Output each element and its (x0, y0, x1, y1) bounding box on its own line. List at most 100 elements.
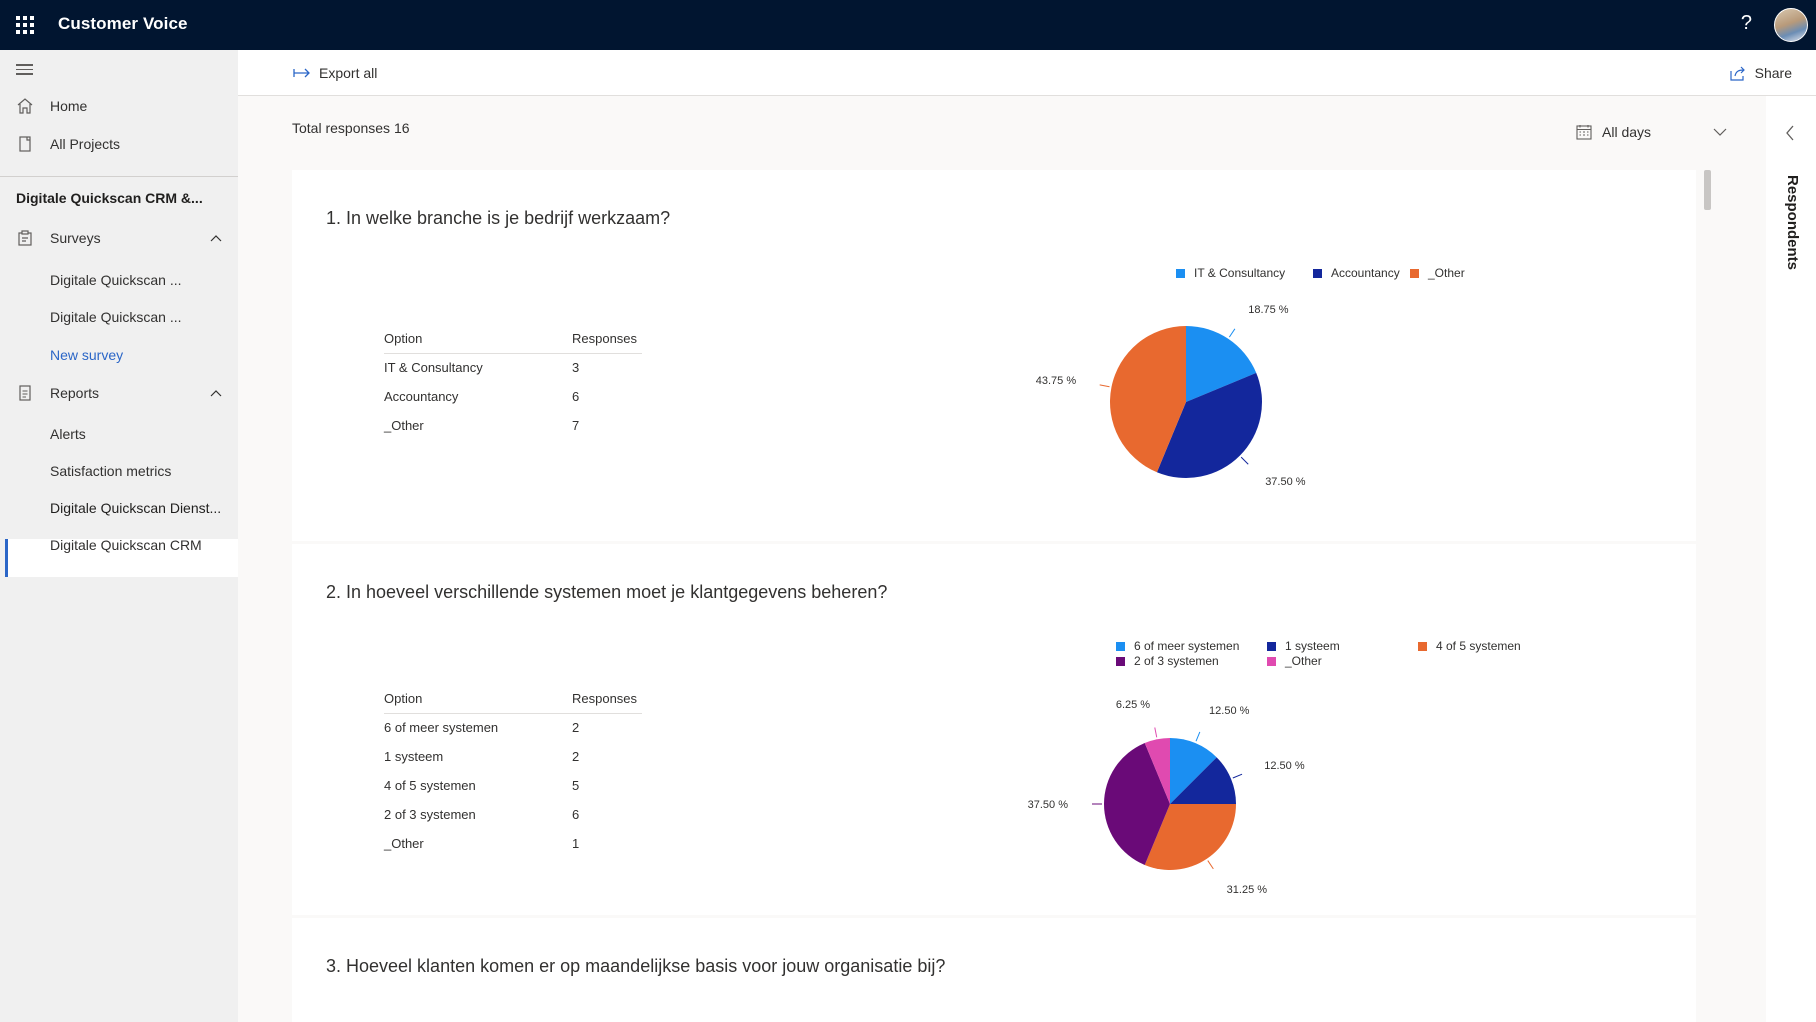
pie-data-label: 12.50 % (1264, 760, 1305, 772)
option-cell: IT & Consultancy (384, 360, 483, 376)
respondents-tab[interactable]: Respondents (1784, 175, 1801, 271)
legend-item[interactable]: IT & Consultancy (1176, 266, 1285, 280)
sidebar-item-report-crm[interactable]: Digitale Quickscan CRM (50, 537, 202, 553)
chart-legend: 6 of meer systemen 1 systeem 4 of 5 syst… (1116, 639, 1576, 675)
pie-data-label: 37.50 % (1265, 476, 1306, 488)
hamburger-menu-icon[interactable] (16, 64, 33, 78)
pie-chart: 12.50 % 12.50 % 31.25 % 37.50 % 6.25 % (1028, 699, 1305, 896)
sidebar-item-label: Surveys (50, 230, 101, 246)
command-bar: Export all Share (238, 50, 1816, 96)
option-cell: Accountancy (384, 389, 459, 404)
question-card-3: 3. Hoeveel klanten komen er op maandelij… (292, 918, 1696, 1022)
legend-item[interactable]: Accountancy (1313, 266, 1400, 280)
table-row: _Other 7 (384, 411, 642, 440)
sidebar-item-report-dienst[interactable]: Digitale Quickscan Dienst... (50, 500, 222, 516)
table-row: IT & Consultancy 3 (384, 353, 642, 382)
sidebar-item-surveys[interactable]: Surveys (0, 220, 238, 256)
legend-item[interactable]: 1 systeem (1267, 639, 1340, 653)
question-title: 1. In welke branche is je bedrijf werkza… (326, 208, 671, 228)
option-cell: 4 of 5 systemen (384, 778, 476, 793)
export-all-button[interactable]: Export all (293, 65, 377, 81)
avatar[interactable] (1774, 8, 1808, 42)
responses-cell: 1 (572, 836, 580, 851)
share-button[interactable]: Share (1730, 65, 1792, 81)
legend-swatch (1410, 268, 1419, 278)
surveys-icon (18, 230, 32, 246)
responses-cell: 6 (572, 807, 580, 822)
column-header-responses: Responses (572, 325, 642, 354)
pie-data-label: 43.75 % (1036, 375, 1077, 387)
pie-leader-line (1228, 328, 1236, 338)
legend-item[interactable]: 6 of meer systemen (1116, 639, 1239, 653)
pie-slice[interactable] (1144, 738, 1170, 804)
sidebar-divider (0, 176, 238, 177)
sidebar-item-label: Reports (50, 385, 100, 401)
legend-swatch (1176, 268, 1185, 278)
export-arrow-icon (293, 68, 310, 78)
scrollbar[interactable] (1704, 170, 1712, 1022)
pie-leader-line (1207, 860, 1214, 870)
responses-table: Option Responses IT & Consultancy 3 Accou… (384, 325, 642, 440)
legend-swatch (1418, 641, 1427, 651)
sidebar-item-alerts[interactable]: Alerts (50, 426, 86, 442)
question-card-1: 1. In welke branche is je bedrijf werkza… (292, 170, 1696, 541)
export-all-label: Export all (319, 65, 378, 81)
legend-item[interactable]: 4 of 5 systemen (1418, 639, 1521, 653)
legend-swatch (1313, 268, 1322, 278)
legend-item[interactable]: _Other (1410, 266, 1465, 280)
sidebar-item-survey-2[interactable]: Digitale Quickscan ... (50, 309, 182, 325)
date-filter-dropdown[interactable]: All days (1576, 124, 1727, 140)
legend-swatch (1267, 641, 1276, 651)
pie-slice[interactable] (1170, 757, 1236, 804)
question-card-2: 2. In hoeveel verschillende systemen moe… (292, 544, 1696, 915)
chevron-left-icon[interactable] (1785, 125, 1795, 141)
pie-data-label: 12.50 % (1209, 705, 1250, 717)
legend-swatch (1116, 641, 1125, 651)
responses-cell: 7 (572, 418, 580, 433)
new-survey-link[interactable]: New survey (50, 347, 124, 363)
legend-label: 2 of 3 systemen (1134, 654, 1219, 668)
responses-cell: 5 (572, 778, 580, 793)
document-icon (19, 136, 31, 152)
legend-label: _Other (1285, 654, 1322, 668)
chevron-up-icon[interactable] (210, 388, 222, 400)
sidebar-item-reports[interactable]: Reports (0, 375, 238, 411)
pie-slice[interactable] (1156, 372, 1262, 478)
pie-slice[interactable] (1104, 743, 1170, 865)
pie-slice[interactable] (1110, 326, 1186, 473)
sidebar-item-satisfaction-metrics[interactable]: Satisfaction metrics (50, 463, 172, 479)
legend-label: Accountancy (1331, 266, 1400, 280)
pie-slice[interactable] (1170, 738, 1217, 804)
chart-legend: IT & Consultancy Accountancy _Other (1176, 266, 1596, 286)
scrollbar-thumb[interactable] (1704, 170, 1711, 210)
share-icon (1730, 66, 1745, 81)
report-content[interactable]: 1. In welke branche is je bedrijf werkza… (292, 170, 1696, 1022)
total-responses: Total responses 16 (292, 120, 410, 136)
project-title[interactable]: Digitale Quickscan CRM &... (16, 190, 203, 206)
table-row: _Other 1 (384, 829, 642, 858)
respondents-panel (1766, 96, 1816, 1022)
pie-slice[interactable] (1186, 326, 1257, 402)
pie-data-label: 31.25 % (1227, 884, 1268, 896)
pie-leader-line (1240, 456, 1249, 465)
sidebar-item-home[interactable]: Home (0, 88, 238, 124)
column-header-responses: Responses (572, 685, 642, 714)
responses-cell: 2 (572, 749, 580, 764)
legend-swatch (1267, 656, 1276, 666)
responses-table: Option Responses 6 of meer systemen 2 1 s… (384, 685, 642, 858)
sidebar: Home All Projects Digitale Quickscan CRM… (0, 50, 238, 1022)
sidebar-item-survey-1[interactable]: Digitale Quickscan ... (50, 272, 182, 288)
sidebar-item-all-projects[interactable]: All Projects (0, 126, 238, 162)
table-row: 2 of 3 systemen 6 (384, 800, 642, 829)
share-label: Share (1754, 65, 1792, 81)
table-row: Accountancy 6 (384, 382, 642, 411)
app-launcher-icon[interactable] (16, 16, 34, 34)
legend-item[interactable]: _Other (1267, 654, 1322, 668)
app-title[interactable]: Customer Voice (58, 14, 188, 33)
pie-leader-line (1232, 773, 1243, 779)
pie-slice[interactable] (1144, 804, 1236, 870)
help-icon[interactable]: ? (1740, 12, 1752, 34)
chevron-up-icon[interactable] (210, 233, 222, 245)
pie-data-label: 18.75 % (1248, 304, 1289, 316)
legend-item[interactable]: 2 of 3 systemen (1116, 654, 1219, 668)
